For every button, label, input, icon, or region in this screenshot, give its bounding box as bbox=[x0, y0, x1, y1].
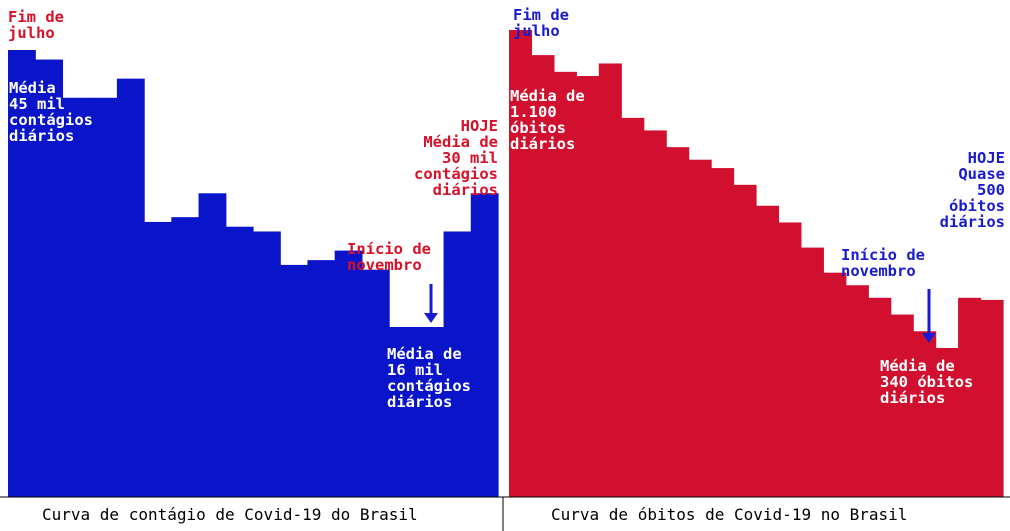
marker-arrow-right bbox=[922, 289, 936, 343]
area-step-12 bbox=[307, 260, 336, 497]
area-step-15 bbox=[823, 272, 847, 497]
area-step-13 bbox=[334, 250, 363, 497]
right-chart-caption: Curva de óbitos de Covid-19 no Brasil bbox=[551, 505, 908, 524]
deaths-chart bbox=[509, 30, 1004, 498]
area-step-5 bbox=[116, 78, 145, 497]
area-step-16 bbox=[845, 285, 869, 497]
left-start-period-label: Fim de julho bbox=[8, 8, 64, 42]
area-step-18 bbox=[890, 314, 914, 497]
right-marker-label: Início de novembro bbox=[841, 246, 925, 280]
area-step-15 bbox=[389, 327, 417, 497]
area-step-17 bbox=[443, 231, 472, 498]
area-step-6 bbox=[144, 221, 172, 497]
area-step-3 bbox=[62, 97, 91, 497]
right-marker-value-label: Média de 340 óbitos diários bbox=[880, 357, 974, 407]
right-start-period-label: Fim de julho bbox=[513, 6, 569, 40]
area-step-5 bbox=[598, 63, 622, 497]
area-step-21 bbox=[958, 297, 982, 497]
area-step-8 bbox=[666, 147, 690, 497]
area-step-7 bbox=[171, 217, 200, 497]
area-step-11 bbox=[280, 264, 309, 497]
area-step-19 bbox=[913, 331, 937, 497]
area-step-17 bbox=[868, 297, 892, 497]
area-step-14 bbox=[361, 269, 390, 497]
contagion-chart bbox=[8, 50, 499, 498]
area-step-2 bbox=[531, 55, 555, 498]
area-step-20 bbox=[935, 348, 959, 497]
left-marker-value-label: Média de 16 mil contágios diários bbox=[387, 345, 471, 411]
area-step-13 bbox=[778, 222, 802, 497]
area-step-6 bbox=[621, 117, 645, 498]
area-step-9 bbox=[225, 226, 254, 497]
area-step-2 bbox=[35, 59, 64, 498]
area-step-14 bbox=[800, 247, 824, 497]
marker-arrow-left bbox=[424, 284, 438, 323]
area-step-7 bbox=[643, 130, 667, 498]
area-step-12 bbox=[756, 205, 780, 498]
area-step-1 bbox=[509, 30, 533, 497]
left-chart-caption: Curva de contágio de Covid-19 do Brasil bbox=[42, 505, 418, 524]
right-start-value-label: Média de 1.100 óbitos diários bbox=[510, 87, 585, 153]
right-today-label: HOJE Quase 500 óbitos diários bbox=[939, 149, 1005, 231]
area-step-11 bbox=[733, 184, 757, 497]
left-start-value-label: Média de 45 mil contágios diários bbox=[9, 79, 93, 145]
area-step-22 bbox=[980, 299, 1004, 497]
left-today-label: HOJE Média de 30 mil contágios diários bbox=[414, 117, 498, 199]
area-step-4 bbox=[89, 97, 118, 497]
area-step-9 bbox=[688, 159, 712, 497]
area-step-3 bbox=[553, 71, 577, 497]
area-step-18 bbox=[470, 193, 499, 497]
area-step-8 bbox=[198, 193, 227, 497]
left-marker-label: Início de novembro bbox=[347, 240, 431, 274]
area-step-16 bbox=[416, 327, 445, 497]
area-step-4 bbox=[576, 76, 600, 497]
area-step-10 bbox=[253, 231, 281, 498]
area-step-1 bbox=[8, 50, 36, 497]
area-step-10 bbox=[711, 168, 735, 497]
